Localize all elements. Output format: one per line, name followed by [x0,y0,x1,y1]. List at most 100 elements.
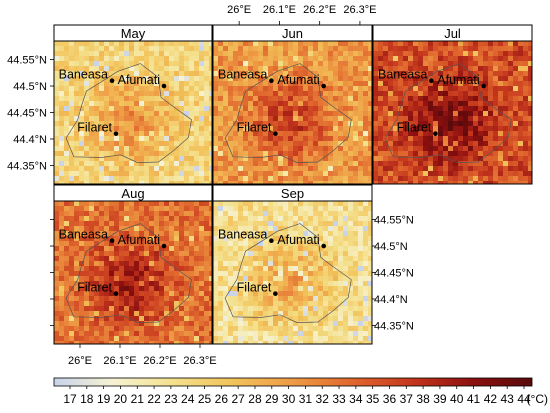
heatmap-cell [273,126,279,132]
heatmap-cell [233,56,239,62]
heatmap-cell [303,176,309,182]
heatmap-cell [69,311,75,317]
heatmap-cell [218,66,224,72]
heatmap-cell [463,121,469,127]
heatmap-cell [373,66,379,72]
heatmap-cell [368,276,372,282]
heatmap-cell [313,176,319,182]
heatmap-cell [99,201,105,207]
heatmap-cell [283,286,289,292]
heatmap-cell [338,81,344,87]
heatmap-cell [213,231,219,237]
heatmap-cell [89,156,95,162]
heatmap-cell [313,91,319,97]
heatmap-cell [228,46,234,52]
heatmap-cell [493,166,499,172]
heatmap-cell [303,96,309,102]
heatmap-cell [318,131,324,137]
heatmap-cell [199,61,205,67]
heatmap-cell [209,41,212,47]
heatmap-cell [503,96,509,102]
heatmap-cell [318,181,324,184]
heatmap-cell [114,326,120,332]
heatmap-cell [268,101,274,107]
heatmap-cell [403,101,409,107]
heatmap-cell [493,171,499,177]
heatmap-cell [363,206,369,212]
heatmap-cell [104,316,110,322]
heatmap-cell [189,56,195,62]
heatmap-cell [248,271,254,277]
heatmap-cell [323,176,329,182]
heatmap-cell [154,91,160,97]
heatmap-cell [248,151,254,157]
heatmap-cell [363,131,369,137]
heatmap-cell [453,51,459,57]
heatmap-cell [358,256,364,262]
heatmap-cell [59,56,65,62]
heatmap-cell [189,286,195,292]
heatmap-cell [303,111,309,117]
heatmap-cell [194,81,200,87]
heatmap-cell [273,231,279,237]
heatmap-cell [149,56,155,62]
heatmap-cell [209,116,212,122]
heatmap-cell [343,341,349,344]
heatmap-cell [89,231,95,237]
heatmap-cell [283,56,289,62]
heatmap-cell [323,96,329,102]
heatmap-cell [338,76,344,82]
heatmap-cell [104,116,110,122]
heatmap-cell [184,341,190,344]
heatmap-cell [283,161,289,167]
heatmap-cell [328,286,334,292]
heatmap-cell [288,101,294,107]
heatmap-cell [433,101,439,107]
heatmap-cell [164,56,170,62]
heatmap-cell [363,201,369,207]
heatmap-cell [348,226,354,232]
heatmap-cell [463,56,469,62]
colorbar-tick-label: 22 [147,392,161,406]
heatmap-cell [288,106,294,112]
heatmap-cell [338,106,344,112]
heatmap-cell [109,291,115,297]
heatmap-cell [119,301,125,307]
heatmap-cell [528,161,532,167]
heatmap-cell [228,116,234,122]
heatmap-cell [248,111,254,117]
heatmap-cell [199,66,205,72]
heatmap-cell [433,121,439,127]
heatmap-cell [498,81,504,87]
heatmap-cell [184,241,190,247]
heatmap-cell [144,336,150,342]
heatmap-cell [253,251,259,257]
heatmap-cell [258,56,264,62]
heatmap-cell [169,136,175,142]
heatmap-cell [468,176,474,182]
heatmap-cell [248,76,254,82]
heatmap-cell [223,176,229,182]
heatmap-cell [134,136,140,142]
heatmap-cell [79,221,85,227]
heatmap-cell [253,266,259,272]
heatmap-cell [258,61,264,67]
heatmap-cell [438,51,444,57]
heatmap-cell [169,301,175,307]
heatmap-cell [308,206,314,212]
heatmap-cell [438,181,444,184]
heatmap-cell [353,276,359,282]
heatmap-cell [258,66,264,72]
heatmap-cell [154,236,160,242]
heatmap-cell [174,176,180,182]
heatmap-cell [204,66,210,72]
heatmap-cell [263,331,269,337]
heatmap-cell [328,331,334,337]
heatmap-cell [253,171,259,177]
heatmap-cell [293,326,299,332]
heatmap-cell [84,91,90,97]
heatmap-cell [373,106,379,112]
heatmap-cell [433,161,439,167]
heatmap-cell [318,66,324,72]
